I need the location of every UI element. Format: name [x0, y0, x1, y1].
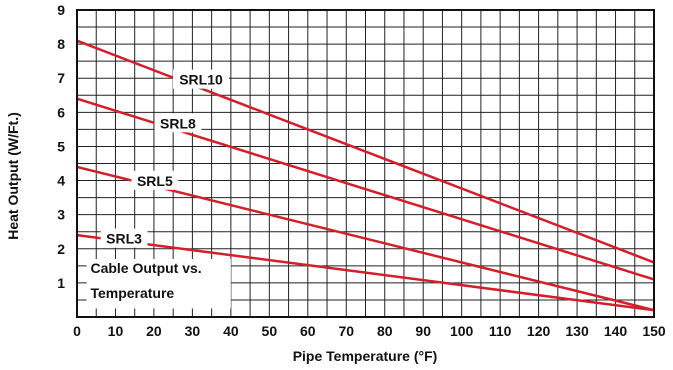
x-tick-label: 140 [604, 323, 628, 339]
x-tick-label: 90 [415, 323, 431, 339]
series-label-srl3: SRL3 [106, 231, 142, 247]
series-label-background [100, 228, 148, 248]
x-tick-label: 50 [262, 323, 278, 339]
y-axis-title: Heat Output (W/Ft.) [5, 112, 21, 240]
series-labels: SRL10 SRL8 SRL5 SRL3 [100, 69, 230, 248]
x-tick-label: 150 [642, 323, 666, 339]
series-line-srl5 [76, 165, 655, 312]
annotation-line-2: Temperature [90, 285, 174, 301]
x-tick-label: 60 [300, 323, 316, 339]
series-label-srl8: SRL8 [160, 115, 196, 131]
series-label-background [154, 113, 202, 133]
x-tick-labels: 0 10 20 30 40 50 60 70 80 90 100 110 120 130 140 150 [73, 323, 666, 339]
y-tick-label: 8 [57, 36, 65, 52]
x-tick-label: 70 [338, 323, 354, 339]
annotation-background [86, 259, 231, 309]
y-tick-label: 5 [57, 138, 65, 154]
x-tick-label: 10 [108, 323, 124, 339]
y-tick-label: 2 [57, 241, 65, 257]
y-tick-label: 3 [57, 207, 65, 223]
x-axis-title: Pipe Temperature (°F) [293, 348, 438, 364]
y-tick-label: 6 [57, 104, 65, 120]
x-tick-label: 100 [450, 323, 474, 339]
x-tick-label: 130 [565, 323, 589, 339]
y-tick-label: 4 [57, 173, 65, 189]
series-line-srl3 [76, 233, 655, 312]
x-tick-label: 40 [223, 323, 239, 339]
x-tick-label: 110 [489, 323, 512, 339]
series-label-background [173, 69, 230, 89]
x-tick-label: 30 [185, 323, 201, 339]
x-tick-label: 0 [73, 323, 81, 339]
series-label-srl5: SRL5 [137, 173, 173, 189]
grid [76, 9, 655, 318]
plot-frame [76, 9, 655, 318]
annotation-line-1: Cable Output vs. [90, 260, 201, 276]
y-tick-labels: 1 2 3 4 5 6 7 8 9 [57, 2, 65, 291]
x-tick-label: 120 [527, 323, 551, 339]
y-tick-label: 1 [57, 275, 65, 291]
series-label-background [131, 170, 179, 190]
x-tick-label: 80 [377, 323, 393, 339]
y-tick-label: 7 [57, 70, 65, 86]
x-tick-label: 20 [146, 323, 162, 339]
y-tick-label: 9 [57, 2, 65, 18]
series-label-srl10: SRL10 [179, 72, 223, 88]
annotation-box: Cable Output vs. Temperature [86, 259, 231, 309]
